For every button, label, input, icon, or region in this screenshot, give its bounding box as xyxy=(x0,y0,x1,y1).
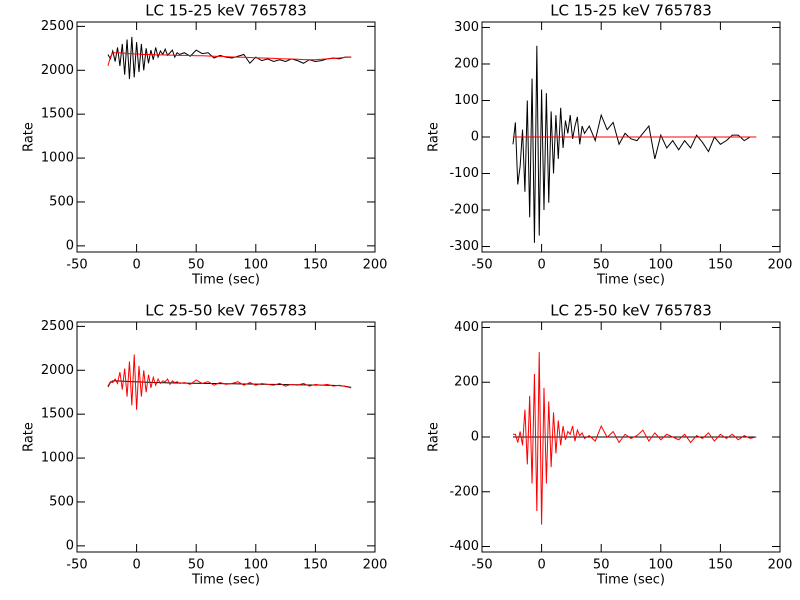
chart-title: LC 15-25 keV 765783 xyxy=(550,2,712,20)
y-tick-label: 1500 xyxy=(41,407,74,422)
x-tick-label: 150 xyxy=(303,258,328,273)
data-line xyxy=(107,354,352,410)
x-axis-label: Time (sec) xyxy=(191,573,260,588)
y-axis-label: Rate xyxy=(22,422,37,452)
x-tick-label: 100 xyxy=(648,258,673,273)
x-tick-label: 50 xyxy=(188,258,205,273)
y-tick-label: 2000 xyxy=(41,363,74,378)
x-tick-label: 0 xyxy=(132,558,140,573)
x-tick-label: 100 xyxy=(243,258,268,273)
data-line xyxy=(107,36,352,80)
chart-title: LC 25-50 keV 765783 xyxy=(550,302,712,320)
x-tick-label: 50 xyxy=(188,558,205,573)
panel: -50 0 50 100 150 200 -300 -200 -100 0 100 200 300 LC … xyxy=(427,2,793,288)
x-tick-label: 150 xyxy=(303,558,328,573)
data-line xyxy=(512,45,757,243)
y-axis-label: Rate xyxy=(427,422,442,452)
y-tick-label: 2000 xyxy=(41,63,74,78)
x-tick-label: -50 xyxy=(471,558,492,573)
x-tick-label: 100 xyxy=(243,558,268,573)
y-tick-label: 500 xyxy=(49,494,74,509)
x-tick-label: 50 xyxy=(593,558,610,573)
y-tick-label: -300 xyxy=(449,239,479,254)
y-tick-label: 200 xyxy=(454,56,479,71)
x-tick-label: -50 xyxy=(471,258,492,273)
x-tick-label: 150 xyxy=(708,258,733,273)
y-tick-label: 100 xyxy=(454,93,479,108)
y-tick-label: 1000 xyxy=(41,451,74,466)
x-tick-label: 50 xyxy=(593,258,610,273)
data-line xyxy=(512,352,757,525)
y-tick-label: 1000 xyxy=(41,151,74,166)
x-tick-label: 200 xyxy=(768,558,793,573)
y-tick-label: 0 xyxy=(66,238,74,253)
y-axis-label: Rate xyxy=(22,122,37,152)
plot-frame xyxy=(76,21,376,253)
y-tick-label: 0 xyxy=(66,538,74,553)
chart-title: LC 15-25 keV 765783 xyxy=(145,2,307,20)
y-tick-label: 300 xyxy=(454,20,479,35)
x-axis-label: Time (sec) xyxy=(191,273,260,288)
y-tick-label: -200 xyxy=(449,203,479,218)
x-axis-label: Time (sec) xyxy=(596,573,665,588)
y-tick-label: -200 xyxy=(449,484,479,499)
y-tick-label: 2500 xyxy=(41,319,74,334)
y-tick-label: 400 xyxy=(454,320,479,335)
y-axis-label: Rate xyxy=(427,122,442,152)
x-tick-label: -50 xyxy=(66,558,87,573)
chart-title: LC 25-50 keV 765783 xyxy=(145,302,307,320)
x-tick-label: 0 xyxy=(132,258,140,273)
y-tick-label: 2500 xyxy=(41,19,74,34)
x-tick-label: 0 xyxy=(537,258,545,273)
y-tick-label: 0 xyxy=(471,430,479,445)
y-tick-label: -100 xyxy=(449,166,479,181)
x-tick-label: 200 xyxy=(363,558,388,573)
plot-frame xyxy=(76,321,376,553)
x-axis-label: Time (sec) xyxy=(596,273,665,288)
x-tick-label: 200 xyxy=(768,258,793,273)
panel: -50 0 50 100 150 200 -400 -200 0 200 400 LC 25-50 k… xyxy=(427,302,793,588)
x-tick-label: 150 xyxy=(708,558,733,573)
y-tick-label: 500 xyxy=(49,194,74,209)
y-tick-label: 200 xyxy=(454,375,479,390)
data-line xyxy=(107,52,352,67)
x-tick-label: 200 xyxy=(363,258,388,273)
y-tick-label: -400 xyxy=(449,539,479,554)
y-tick-label: 0 xyxy=(471,130,479,145)
x-tick-label: 0 xyxy=(537,558,545,573)
y-tick-label: 1500 xyxy=(41,107,74,122)
x-tick-label: 100 xyxy=(648,558,673,573)
x-tick-label: -50 xyxy=(66,258,87,273)
